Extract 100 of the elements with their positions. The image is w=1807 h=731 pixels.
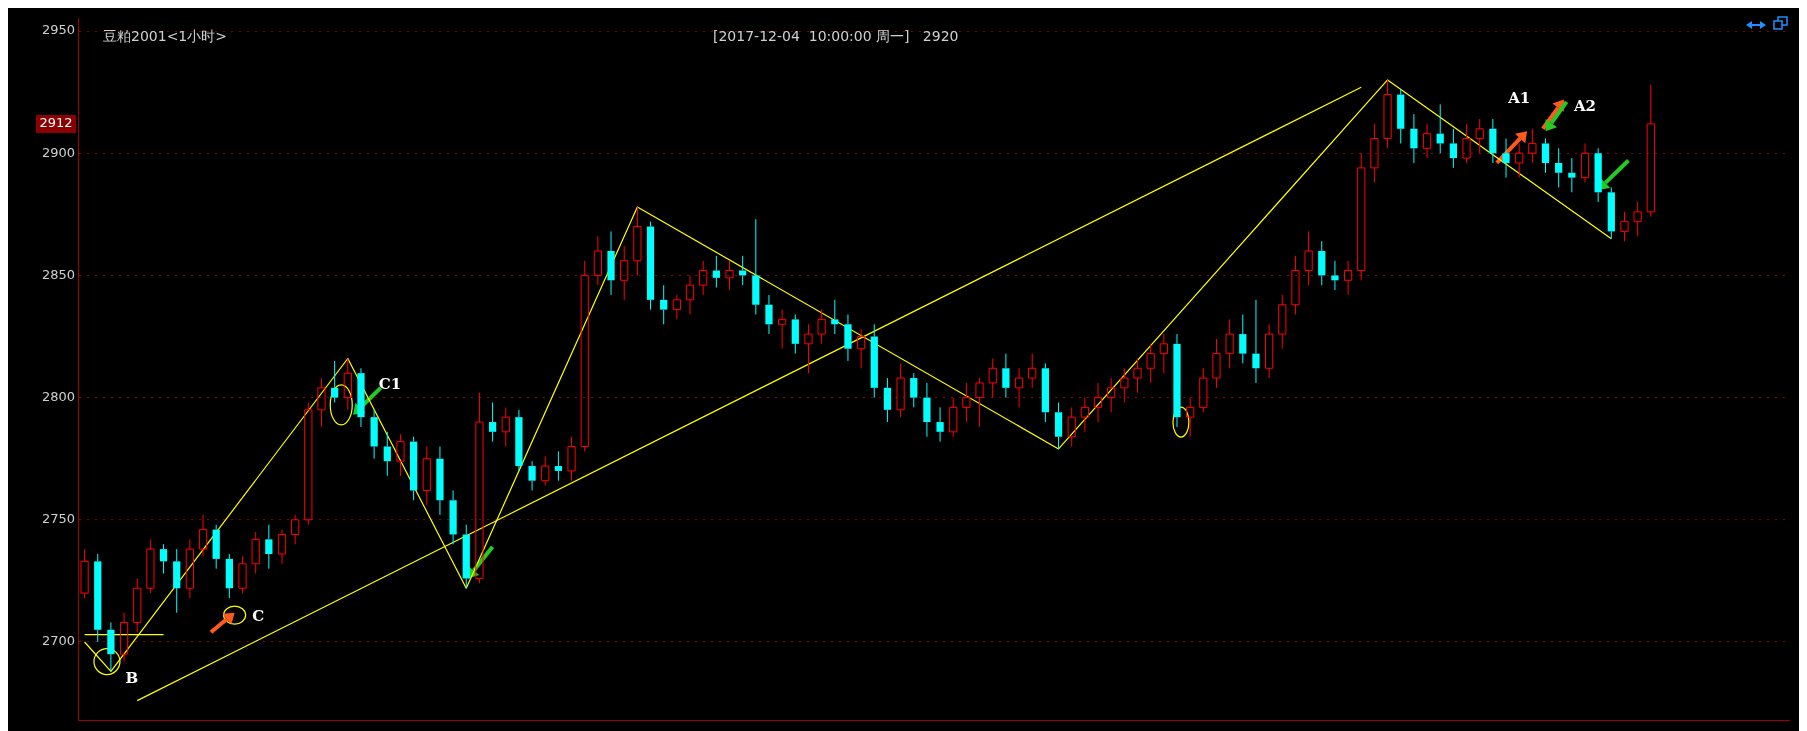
candlestick xyxy=(1410,113,1418,164)
candlestick xyxy=(159,543,168,575)
candlestick xyxy=(620,245,629,301)
candlestick xyxy=(883,377,892,423)
y-tick-label: 2950 xyxy=(41,22,75,38)
candlestick xyxy=(699,260,708,296)
candlestick xyxy=(488,401,497,443)
candlestick xyxy=(672,294,681,320)
candlestick xyxy=(804,323,813,374)
candlestick xyxy=(94,553,102,643)
candlestick xyxy=(1173,333,1181,428)
candlestick xyxy=(949,397,958,438)
candlestick xyxy=(1265,323,1274,379)
candlestick xyxy=(501,406,510,447)
candlestick xyxy=(1502,138,1510,179)
annotation: A1 xyxy=(1507,89,1531,108)
candlestick xyxy=(225,553,233,599)
candlestick xyxy=(923,382,931,438)
candlestick xyxy=(462,524,470,589)
y-tick-label: 2750 xyxy=(41,511,75,527)
candlestick xyxy=(660,284,668,325)
candlestick xyxy=(778,309,787,350)
annotation: 2912 xyxy=(39,115,73,131)
candlestick xyxy=(1633,201,1642,237)
candlestick xyxy=(712,255,720,289)
candlestick xyxy=(988,358,997,399)
candlestick xyxy=(1568,157,1576,193)
annotation: B xyxy=(125,668,139,687)
candlestick xyxy=(528,460,536,491)
candlestick xyxy=(870,323,878,399)
y-tick-label: 2700 xyxy=(41,633,75,649)
candlestick xyxy=(962,382,971,423)
candlestick xyxy=(646,221,655,311)
y-tick-label: 2900 xyxy=(41,144,75,160)
candlestick xyxy=(1107,377,1116,413)
annotation: A2 xyxy=(1572,96,1597,115)
annotation: C xyxy=(252,607,265,626)
candlestick xyxy=(1331,260,1339,291)
candlestick xyxy=(752,218,760,316)
candlestick xyxy=(1080,397,1089,433)
candlestick xyxy=(410,436,418,501)
candlestick xyxy=(1580,142,1590,184)
candlestick xyxy=(1489,118,1497,164)
candlestick xyxy=(1028,353,1037,389)
candlestick xyxy=(238,555,247,594)
candlestick xyxy=(580,260,589,452)
candlestick xyxy=(831,299,839,335)
candlestick xyxy=(1146,343,1155,384)
candlestick xyxy=(1041,362,1049,423)
candlestick xyxy=(449,489,457,545)
candlestick xyxy=(1397,89,1405,144)
candlestick xyxy=(1278,294,1287,350)
candlestick xyxy=(1212,338,1221,389)
candlestick xyxy=(1646,84,1655,218)
candlestick xyxy=(475,392,484,584)
candlestick xyxy=(1304,230,1313,286)
candlestick xyxy=(1133,358,1142,394)
candlestick xyxy=(331,360,339,403)
candlestick xyxy=(791,314,799,355)
annotation: C1 xyxy=(378,375,402,394)
candlestick xyxy=(725,260,734,291)
candlestick xyxy=(1225,318,1234,369)
candlestick xyxy=(1002,353,1010,399)
candlestick xyxy=(1159,333,1168,374)
candlestick xyxy=(436,445,444,516)
candlestick xyxy=(1620,211,1629,242)
candlestick xyxy=(265,524,273,570)
candlestick xyxy=(1475,118,1484,154)
candlestick xyxy=(910,372,918,408)
text: 豆粕2001<1小时> xyxy=(103,28,227,45)
candlestick xyxy=(1528,128,1537,164)
y-tick-label: 2850 xyxy=(41,266,75,282)
candlestick xyxy=(936,406,944,443)
candlestick xyxy=(317,377,326,428)
y-tick-label: 2800 xyxy=(41,388,75,404)
candlestick xyxy=(765,294,773,335)
candlestick xyxy=(1462,123,1471,164)
candlestick xyxy=(383,431,391,477)
candlestick xyxy=(975,377,984,428)
candlestick xyxy=(343,358,352,411)
candlestick xyxy=(1607,186,1615,240)
candlestick xyxy=(1252,299,1260,384)
candlestick xyxy=(1555,147,1563,188)
candlestick xyxy=(607,230,615,296)
candlestick xyxy=(1239,314,1247,364)
candlestick xyxy=(107,621,115,672)
candlestick xyxy=(554,450,563,482)
candlestick xyxy=(593,235,602,286)
candlestick xyxy=(1054,401,1063,450)
candlestick xyxy=(133,577,142,633)
candlestick xyxy=(1449,128,1457,169)
candlestick xyxy=(422,445,431,506)
candlestick xyxy=(1541,138,1550,174)
candlestick xyxy=(304,401,313,526)
candlestick xyxy=(817,309,826,345)
candlestick xyxy=(1120,367,1129,403)
candlestick xyxy=(856,328,866,369)
candlestick xyxy=(1343,260,1353,296)
candlestick xyxy=(844,314,852,362)
candlestick xyxy=(173,548,181,614)
